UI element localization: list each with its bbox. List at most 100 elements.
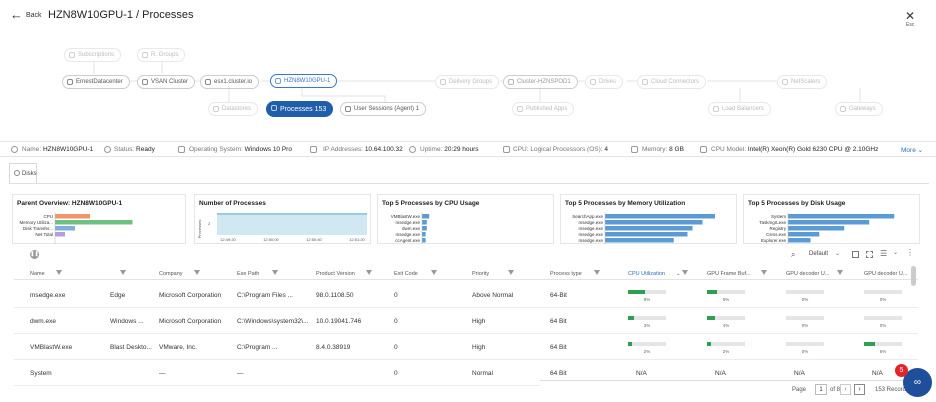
grouping-icon[interactable]: ☰ — [880, 249, 888, 258]
filter-icon[interactable] — [272, 270, 278, 275]
cell-process-type: 64-Bit — [550, 292, 567, 299]
col-company[interactable]: Company — [159, 271, 183, 277]
table-row[interactable]: dwm.exe Windows ... Microsoft Corporation C… — [14, 308, 918, 334]
processes-icon — [271, 105, 277, 111]
node-user-sessions[interactable]: User Sessions (Agent) 1 — [340, 102, 427, 116]
notification-badge[interactable]: 5 — [895, 364, 908, 377]
cell-version: 8.4.0.38919 — [316, 344, 351, 351]
node-vsan-cluster[interactable]: VSAN Cluster — [137, 75, 196, 89]
bar — [55, 214, 90, 219]
cell-name: msedge.exe — [30, 292, 66, 299]
node-drives[interactable]: Drives — [585, 75, 624, 89]
node-cloud-connectors[interactable]: Cloud Connectors — [637, 75, 707, 89]
table-scrollbar[interactable] — [911, 266, 916, 286]
cell-name: dwm.exe — [30, 318, 57, 325]
x-tick-label: 12:49:20 — [220, 237, 236, 242]
node-esx-host[interactable]: esx1.cluster.io — [200, 75, 260, 89]
col-name[interactable]: Name — [30, 271, 45, 277]
col-cpu-utilization[interactable]: CPU Utilization — [628, 271, 665, 277]
close-icon[interactable]: ✕ — [905, 9, 916, 23]
col-product-version[interactable]: Product Version — [316, 271, 355, 277]
cpu-chart: VMBlastW.exemsedge.exedwm.exemsedge.exec… — [391, 212, 430, 244]
filter-icon[interactable] — [431, 270, 437, 275]
node-processes[interactable]: Processes 153 — [266, 101, 334, 117]
bar-label: Csrss.exe — [766, 232, 787, 237]
node-subscriptions[interactable]: Subscriptions — [64, 48, 122, 62]
node-netscalers[interactable]: NetScalers — [777, 75, 828, 89]
node-gateways[interactable]: Gateways — [835, 102, 883, 116]
filter-icon[interactable] — [594, 270, 600, 275]
cell-fb: N/A — [715, 370, 726, 377]
back-arrow-icon[interactable]: ← — [10, 7, 23, 22]
page-input[interactable]: 1 — [815, 384, 827, 395]
bar-label: TaskmgrLexe — [759, 220, 786, 225]
column-chooser-icon[interactable] — [852, 251, 859, 258]
col-process-type[interactable]: Process type — [550, 271, 582, 277]
fullscreen-icon[interactable] — [866, 251, 873, 258]
y-axis-label: Processes — [197, 220, 202, 239]
more-options-icon[interactable]: ⋮ — [906, 248, 914, 257]
tab-disks[interactable]: Disks — [9, 163, 37, 183]
app-icon — [517, 106, 523, 112]
bar-label: Explorer.exe — [761, 238, 787, 243]
table-row[interactable]: VMBlastW.exe Blast Deskto... VMware, Inc. C… — [14, 334, 918, 360]
node-published-apps[interactable]: Published Apps — [512, 102, 575, 116]
col-gpu-frame-buffer[interactable]: GPU Frame Buf... — [707, 271, 751, 277]
bar-label: System — [771, 214, 786, 219]
usage-label: 2% — [722, 349, 730, 354]
usage-label: 0% — [879, 297, 887, 302]
bar — [605, 226, 693, 231]
cell-process-type: 64 Bit — [550, 344, 567, 351]
filter-icon[interactable] — [761, 270, 767, 275]
node-r-groups[interactable]: R. Groups — [137, 48, 186, 62]
next-page-button[interactable]: › — [854, 384, 865, 395]
prop-name: Name: HZN8W10GPU-1 — [22, 146, 94, 153]
node-datacenter[interactable]: ErnestDatacenter — [62, 75, 130, 89]
search-icon[interactable]: ⌕ — [791, 250, 796, 259]
usage-label: 9% — [643, 297, 651, 302]
assistant-button[interactable]: ∞ — [903, 368, 932, 397]
chevron-down-icon[interactable]: ⌄ — [893, 250, 899, 256]
resource-group-icon — [142, 52, 148, 58]
table-row[interactable]: System — — 0 Normal 64 Bit N/A N/A N/A N/A — [14, 360, 918, 386]
cell-exe-path: C:\Windows\system32\... — [237, 318, 309, 325]
pause-button[interactable]: ❚❚ — [30, 250, 39, 259]
filter-icon[interactable] — [56, 270, 62, 275]
col-priority[interactable]: Priority — [472, 271, 490, 277]
gateway-icon — [840, 106, 846, 112]
cell-exit-code: 0 — [394, 318, 398, 325]
netscaler-icon — [782, 79, 788, 85]
col-gpu-decoder-2[interactable]: GPU decoder U... — [864, 271, 908, 277]
back-button[interactable]: Back — [26, 12, 42, 19]
node-datastores[interactable]: Datastores — [208, 102, 259, 116]
usage-label: 2% — [643, 349, 651, 354]
node-cluster[interactable]: Cluster-HZNSPOD1 — [503, 75, 578, 89]
node-vm[interactable]: HZN8W10GPU-1 — [270, 74, 338, 88]
usage-label: 6% — [879, 349, 887, 354]
table-row[interactable]: msedge.exe Edge Microsoft Corporation C:\Pr… — [14, 282, 918, 308]
node-load-balancers[interactable]: Load Balancers — [708, 102, 771, 116]
more-button[interactable]: More ⌄ — [901, 147, 924, 154]
filter-icon[interactable] — [508, 270, 514, 275]
view-select[interactable]: Default — [809, 251, 829, 257]
cell-exe-path: — — [237, 370, 244, 377]
bar — [422, 238, 426, 243]
card-title: Parent Overview: HZN8W10GPU-1 — [17, 200, 123, 207]
filter-icon[interactable] — [120, 270, 126, 275]
filter-icon[interactable] — [366, 270, 372, 275]
chevron-down-icon[interactable]: ⌄ — [835, 251, 841, 257]
cell-company: Microsoft Corporation — [159, 292, 222, 299]
prev-page-button[interactable]: ‹ — [840, 384, 851, 395]
usage-bar — [864, 316, 902, 320]
filter-icon[interactable] — [194, 270, 200, 275]
sort-desc-icon[interactable]: ⌄ — [676, 271, 681, 277]
node-delivery-groups[interactable]: Delivery Groups — [435, 75, 500, 89]
filter-icon[interactable] — [837, 270, 843, 275]
filter-icon[interactable] — [682, 270, 688, 275]
memory-icon — [631, 146, 638, 153]
col-exit-code[interactable]: Exit Code — [394, 271, 418, 277]
col-gpu-decoder[interactable]: GPU decoder U... — [786, 271, 830, 277]
usage-bar — [628, 342, 666, 346]
cell-dec: N/A — [794, 370, 805, 377]
col-exe-path[interactable]: Exe Path — [237, 271, 260, 277]
